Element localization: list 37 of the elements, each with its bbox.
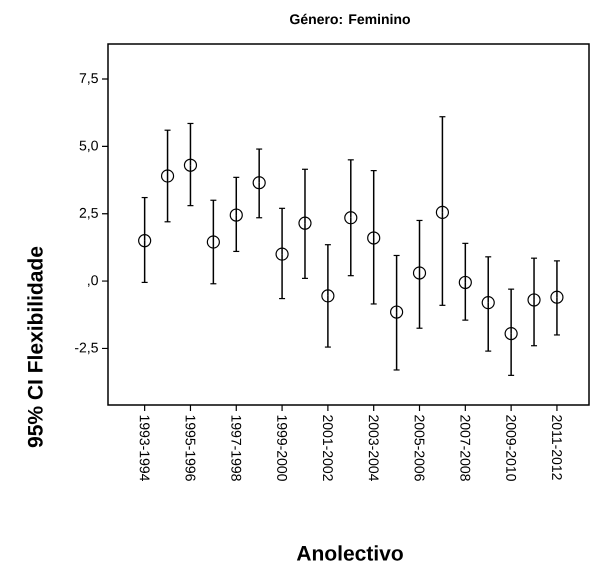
y-tick-label: 7,5 bbox=[80, 73, 98, 85]
y-tick-label: 5,0 bbox=[80, 140, 98, 152]
x-tick-label: 2011-2012 bbox=[552, 415, 562, 480]
x-axis-title: Anolectivo bbox=[296, 545, 403, 561]
x-tick-label: 2003-2004 bbox=[368, 415, 379, 482]
chart-title: Género: Feminino bbox=[290, 14, 410, 24]
point bbox=[230, 208, 243, 222]
y-tick-label: 2,5 bbox=[80, 208, 98, 220]
point bbox=[206, 235, 220, 249]
point bbox=[252, 176, 266, 190]
point bbox=[138, 234, 152, 248]
x-tick-label: 1997-1998 bbox=[231, 416, 242, 481]
y-tick-label: -2,5 bbox=[74, 342, 98, 354]
point bbox=[344, 211, 358, 224]
x-tick-label: 1999-2000 bbox=[277, 416, 288, 481]
point bbox=[321, 289, 334, 302]
x-tick-label: 2001-2002 bbox=[322, 415, 333, 481]
x-tick-label: 2005-2006 bbox=[414, 415, 424, 481]
point bbox=[412, 266, 426, 280]
x-tick-label: 2007-2008 bbox=[460, 415, 470, 481]
point bbox=[550, 290, 564, 304]
x-tick-label: 1993-1994 bbox=[140, 416, 150, 482]
x-tick-label: 2009-2010 bbox=[506, 415, 516, 481]
point bbox=[527, 293, 541, 307]
y-tick-label: ,0 bbox=[88, 275, 98, 287]
point bbox=[367, 231, 380, 245]
y-axis-title: 95% CI Flexibilidade bbox=[27, 246, 43, 448]
x-tick-label: 1995-1996 bbox=[186, 416, 196, 481]
point bbox=[504, 327, 518, 340]
point bbox=[184, 158, 198, 172]
point bbox=[275, 248, 289, 261]
point bbox=[458, 276, 472, 290]
point bbox=[482, 296, 495, 310]
point bbox=[436, 206, 450, 219]
point bbox=[160, 169, 174, 183]
point bbox=[298, 216, 312, 230]
point bbox=[390, 305, 404, 319]
